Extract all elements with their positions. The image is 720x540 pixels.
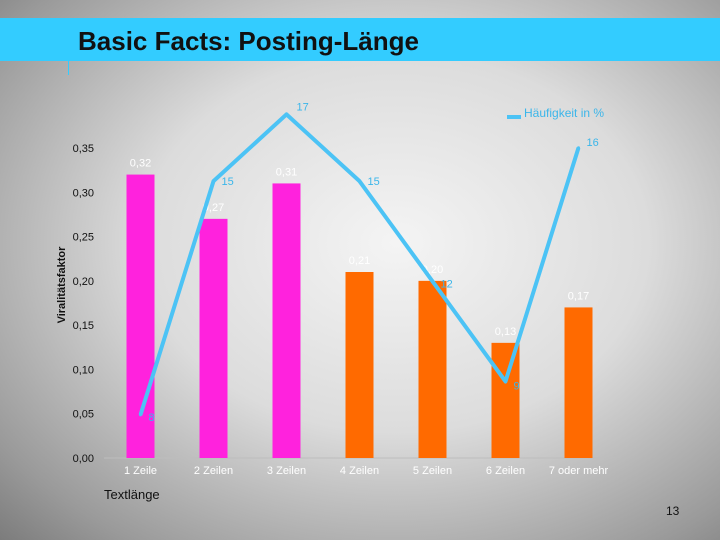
- bar: [272, 183, 301, 458]
- x-axis-label: Textlänge: [104, 487, 160, 502]
- bar-value-label: 0,32: [130, 158, 151, 170]
- bar: [199, 218, 228, 458]
- y-axis-ticks: 0,00 0,05 0,10 0,15 0,20 0,25 0,30 0,35: [73, 143, 94, 465]
- y-tick-label: 0,00: [73, 453, 94, 465]
- title-bar: Basic Facts: Posting-Länge: [0, 18, 720, 61]
- x-tick-label: 5 Zeilen: [413, 465, 452, 477]
- legend-label: Häufigkeit in %: [524, 106, 604, 120]
- line-point: [431, 279, 434, 283]
- line-value-label: 12: [441, 278, 453, 290]
- page-number: 13: [666, 504, 680, 518]
- x-tick-label: 4 Zeilen: [340, 465, 379, 477]
- line-point: [504, 379, 507, 383]
- bar-value-label: 0,13: [495, 326, 516, 338]
- line-point: [358, 179, 361, 183]
- legend: Häufigkeit in %: [507, 106, 604, 120]
- y-tick-label: 0,25: [73, 232, 94, 244]
- y-tick-label: 0,30: [73, 187, 94, 199]
- bar-value-label: 0,31: [276, 166, 297, 178]
- bar: [564, 307, 593, 458]
- x-tick-label: 1 Zeile: [124, 465, 157, 477]
- line-value-label: 9: [514, 380, 520, 392]
- y-tick-label: 0,10: [73, 364, 94, 376]
- line-value-label: 15: [368, 176, 380, 188]
- x-tick-label: 6 Zeilen: [486, 465, 525, 477]
- bar: [418, 280, 447, 458]
- line-value-label: 17: [297, 101, 309, 113]
- bars: [126, 174, 593, 459]
- x-tick-label: 7 oder mehr: [549, 465, 609, 477]
- line-value-label: 8: [149, 412, 155, 424]
- line-point: [577, 146, 580, 150]
- x-axis-ticks: 1 Zeile 2 Zeilen 3 Zeilen 4 Zeilen 5 Zeilen 6…: [124, 465, 609, 477]
- line-point: [212, 179, 215, 183]
- line-series: 8 15 17 15 12 9 16: [138, 101, 599, 424]
- y-tick-label: 0,05: [73, 409, 94, 421]
- x-tick-label: 3 Zeilen: [267, 465, 306, 477]
- line-point: [285, 112, 288, 116]
- title-accent-line: [68, 61, 69, 75]
- slide-title: Basic Facts: Posting-Länge: [78, 26, 419, 56]
- line-value-label: 16: [587, 137, 599, 149]
- bar: [345, 272, 374, 458]
- bar-value-label: 0,21: [349, 255, 370, 267]
- y-tick-label: 0,15: [73, 320, 94, 332]
- bar: [491, 342, 520, 458]
- line-point: [139, 413, 142, 417]
- x-tick-label: 2 Zeilen: [194, 465, 233, 477]
- line-value-label: 15: [222, 176, 234, 188]
- bar-value-label: 0,17: [568, 290, 589, 302]
- y-axis-label: Viralitätsfaktor: [56, 246, 68, 324]
- y-tick-label: 0,20: [73, 276, 94, 288]
- y-tick-label: 0,35: [73, 143, 94, 155]
